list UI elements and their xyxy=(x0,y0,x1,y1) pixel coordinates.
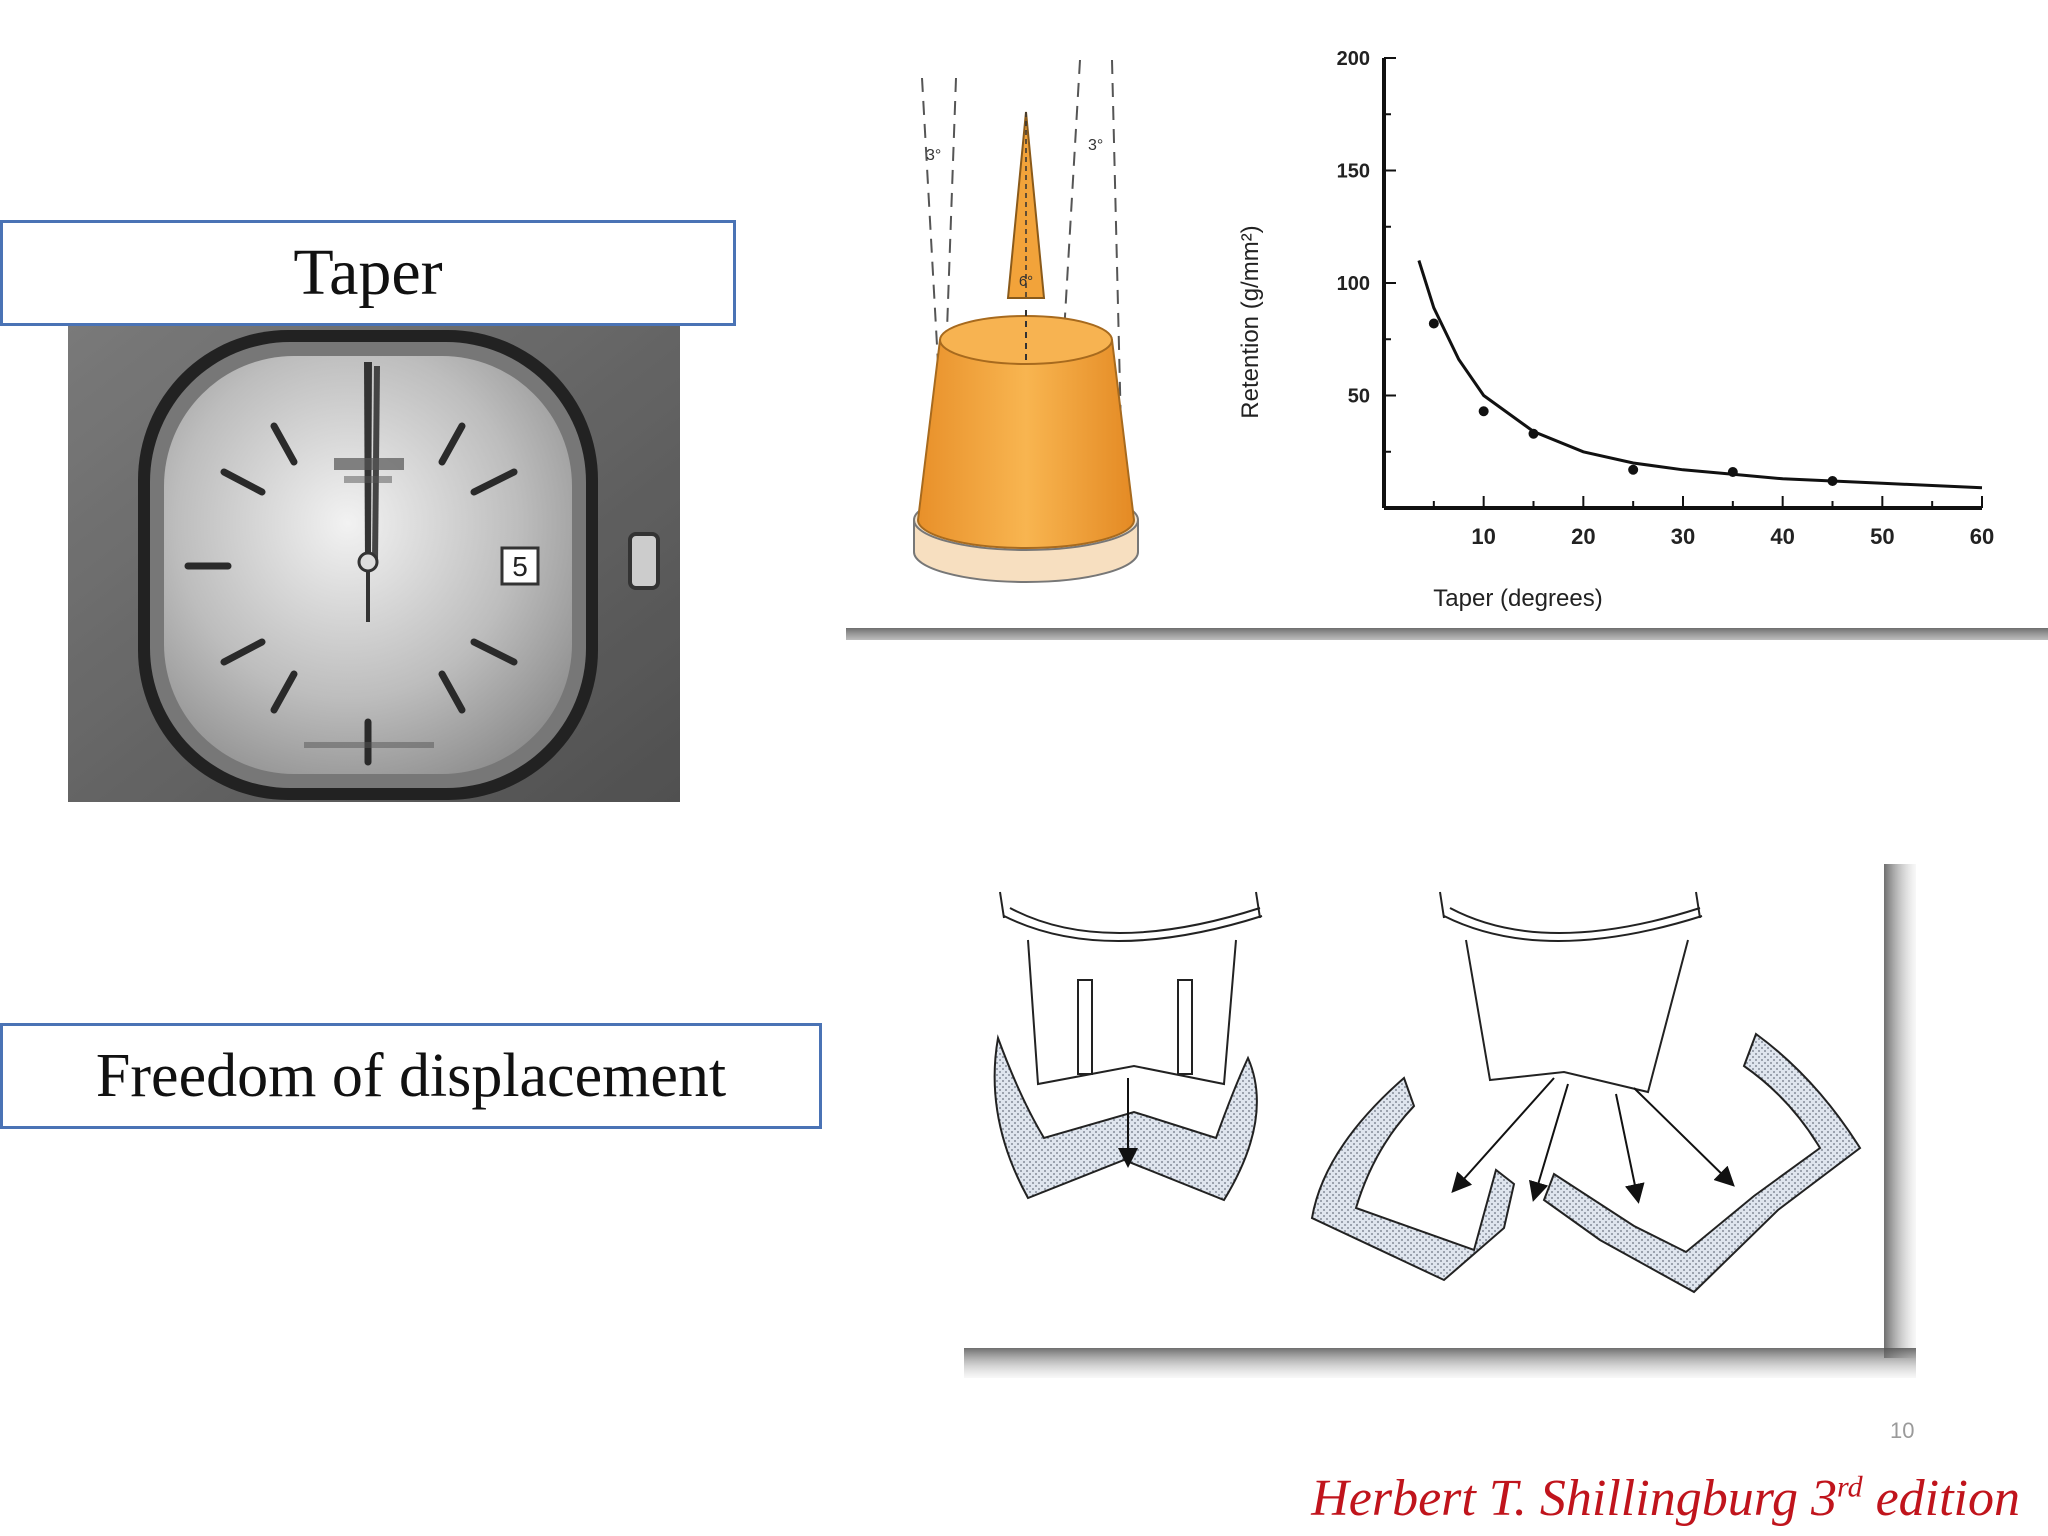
single-path-illustration xyxy=(993,891,1263,1202)
citation: Herbert T. Shillingburg 3rd edition xyxy=(1311,1469,2020,1528)
y-tick-label: 200 xyxy=(1337,48,1370,70)
x-axis-label: Taper (degrees) xyxy=(1433,585,1602,612)
citation-suffix: edition xyxy=(1862,1470,2020,1527)
data-points xyxy=(1428,318,1838,486)
retention-chart: 10 20 30 40 50 60 50 100 150 200 Taper (degrees)… xyxy=(1237,48,1994,612)
right-angle-label: 3° xyxy=(1088,137,1103,154)
date-text: 5 xyxy=(512,551,528,582)
x-tick-label: 50 xyxy=(1870,524,1894,549)
watch-hands xyxy=(357,362,380,622)
data-point xyxy=(1428,318,1439,329)
data-point xyxy=(1827,476,1838,486)
y-tick-label: 150 xyxy=(1337,161,1370,183)
page-number: 10 xyxy=(1890,1418,1915,1443)
y-tick-label: 100 xyxy=(1337,273,1370,295)
data-point xyxy=(1528,428,1539,439)
y-ticks: 50 100 150 200 xyxy=(1337,48,1396,453)
taper-label: Taper xyxy=(0,220,736,326)
x-tick-label: 60 xyxy=(1970,524,1994,549)
x-tick-label: 30 xyxy=(1671,524,1695,549)
date-window xyxy=(500,546,540,586)
citation-main: Herbert T. Shillingburg 3 xyxy=(1311,1470,1838,1527)
data-point xyxy=(1727,467,1738,477)
x-tick-label: 20 xyxy=(1571,524,1595,549)
tapered-die-illustration: 3° 3° 6° xyxy=(913,59,1139,583)
y-tick-label: 50 xyxy=(1348,386,1370,408)
fit-curve-line xyxy=(1417,260,1983,490)
x-tick-label: 10 xyxy=(1471,524,1495,549)
y-axis-label: Retention (g/mm²) xyxy=(1237,225,1264,418)
displacement-figure-panel xyxy=(944,848,1936,1408)
data-point xyxy=(1478,406,1489,417)
x-ticks: 10 20 30 40 50 60 xyxy=(1432,496,1994,549)
multiple-paths-illustration xyxy=(1310,891,1862,1294)
x-tick-label: 40 xyxy=(1770,524,1794,549)
citation-sup: rd xyxy=(1837,1470,1863,1504)
data-point xyxy=(1628,464,1639,475)
freedom-label: Freedom of displacement xyxy=(0,1023,822,1129)
total-angle-label: 6° xyxy=(1019,273,1033,290)
watch-photo: 5 xyxy=(68,322,680,802)
taper-figure-panel: 3° 3° 6° 10 20 30 40 50 60 50 100 150 200 Taper … xyxy=(832,0,2048,656)
left-angle-label: 3° xyxy=(926,147,941,164)
